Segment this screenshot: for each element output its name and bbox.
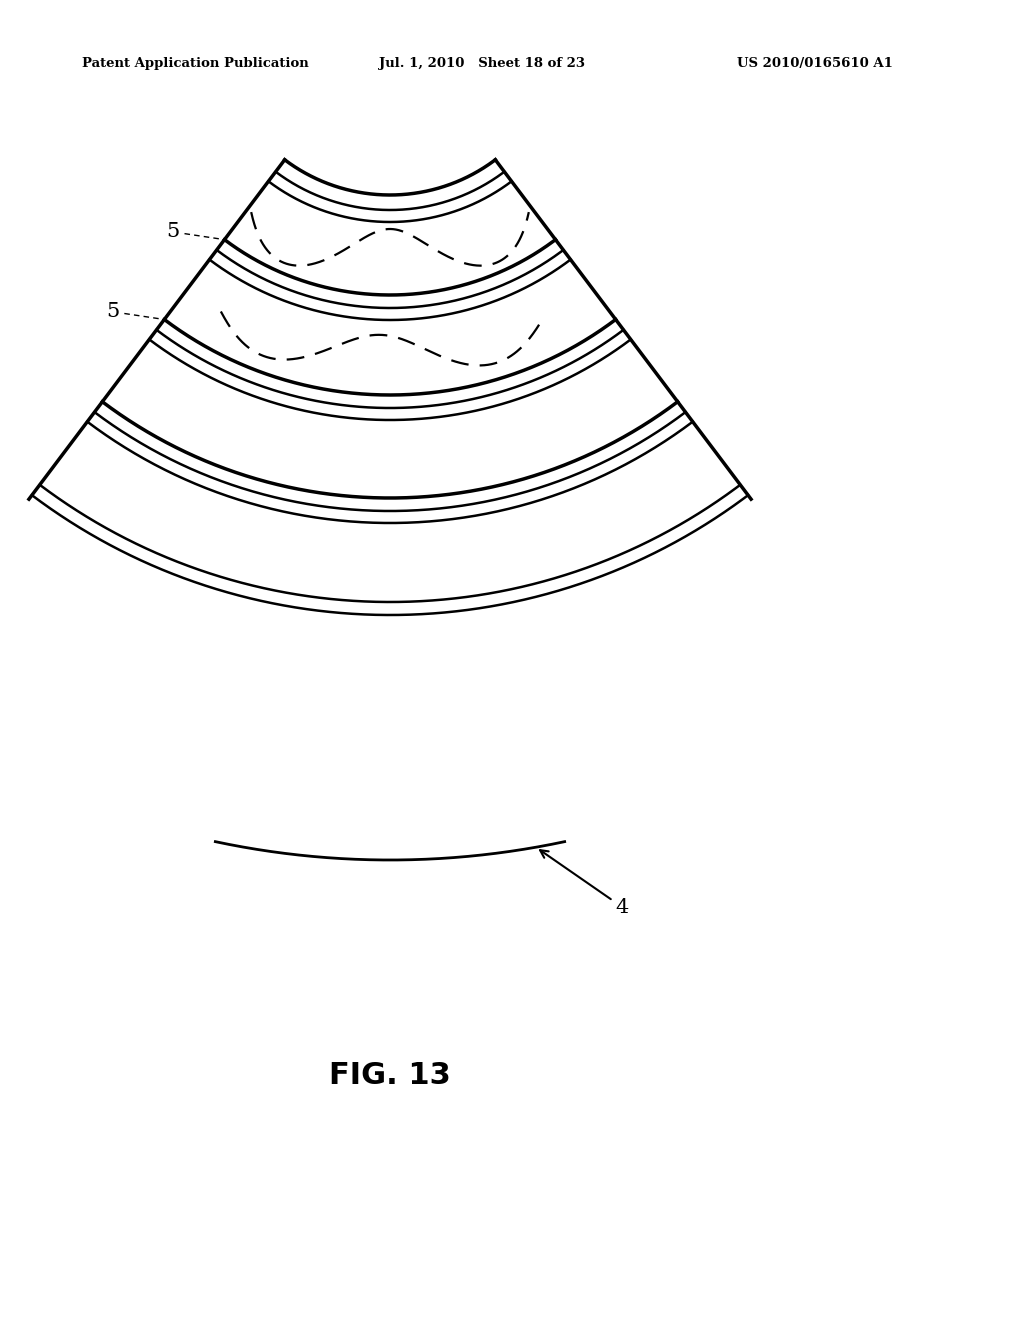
Text: 4: 4 [540, 850, 629, 916]
Text: US 2010/0165610 A1: US 2010/0165610 A1 [737, 57, 893, 70]
Text: Patent Application Publication: Patent Application Publication [82, 57, 308, 70]
Text: 5: 5 [106, 302, 120, 321]
Text: 5: 5 [166, 222, 179, 242]
Text: FIG. 13: FIG. 13 [329, 1060, 451, 1089]
Text: Jul. 1, 2010   Sheet 18 of 23: Jul. 1, 2010 Sheet 18 of 23 [379, 57, 585, 70]
